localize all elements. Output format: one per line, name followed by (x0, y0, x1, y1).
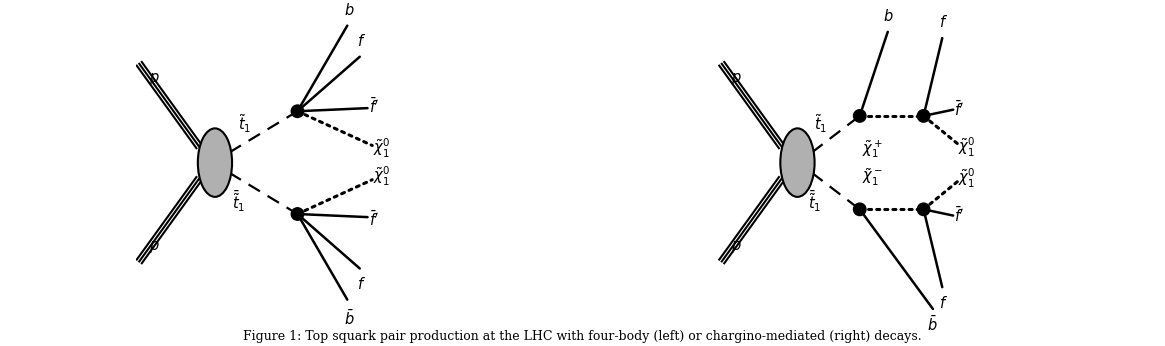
Text: $\bar{b}$: $\bar{b}$ (344, 309, 354, 328)
Text: $\tilde{\chi}_1^+$: $\tilde{\chi}_1^+$ (862, 138, 883, 160)
Text: $f$: $f$ (939, 295, 948, 311)
Text: $\bar{f}^{\prime}$: $\bar{f}^{\prime}$ (954, 100, 965, 119)
Text: $\bar{f}^{\prime}$: $\bar{f}^{\prime}$ (369, 210, 379, 229)
Text: $p$: $p$ (732, 71, 742, 86)
Text: $b$: $b$ (883, 8, 894, 24)
Ellipse shape (781, 128, 814, 197)
Text: $\tilde{\chi}_1^0$: $\tilde{\chi}_1^0$ (959, 135, 975, 159)
Text: $\tilde{\chi}_1^0$: $\tilde{\chi}_1^0$ (959, 166, 975, 190)
Text: $\tilde{\chi}_1^-$: $\tilde{\chi}_1^-$ (862, 166, 883, 188)
Circle shape (917, 203, 930, 216)
Circle shape (854, 110, 866, 122)
Text: $p$: $p$ (149, 239, 160, 255)
Circle shape (854, 203, 866, 216)
Text: $\tilde{\chi}_1^0$: $\tilde{\chi}_1^0$ (373, 137, 390, 160)
Text: $p$: $p$ (149, 71, 160, 86)
Text: $p$: $p$ (732, 239, 742, 255)
Text: $\bar{f}^{\prime}$: $\bar{f}^{\prime}$ (369, 97, 379, 116)
Circle shape (917, 110, 930, 122)
Text: $\tilde{t}_1$: $\tilde{t}_1$ (238, 112, 252, 135)
Text: $f$: $f$ (939, 14, 948, 30)
Circle shape (291, 105, 304, 118)
Text: $\tilde{t}_1$: $\tilde{t}_1$ (814, 112, 827, 135)
Text: $\bar{f}^{\prime}$: $\bar{f}^{\prime}$ (954, 206, 965, 225)
Circle shape (291, 208, 304, 220)
Ellipse shape (198, 128, 232, 197)
Text: $b$: $b$ (344, 2, 354, 18)
Text: Figure 1: Top squark pair production at the LHC with four-body (left) or chargin: Figure 1: Top squark pair production at … (243, 329, 922, 343)
Text: $f$: $f$ (356, 276, 366, 292)
Text: $\bar{b}$: $\bar{b}$ (927, 315, 938, 334)
Text: $\tilde{\chi}_1^0$: $\tilde{\chi}_1^0$ (373, 165, 390, 188)
Text: $\bar{\tilde{t}}_1$: $\bar{\tilde{t}}_1$ (807, 189, 821, 214)
Text: $\bar{\tilde{t}}_1$: $\bar{\tilde{t}}_1$ (232, 189, 245, 214)
Text: $f$: $f$ (356, 33, 366, 49)
